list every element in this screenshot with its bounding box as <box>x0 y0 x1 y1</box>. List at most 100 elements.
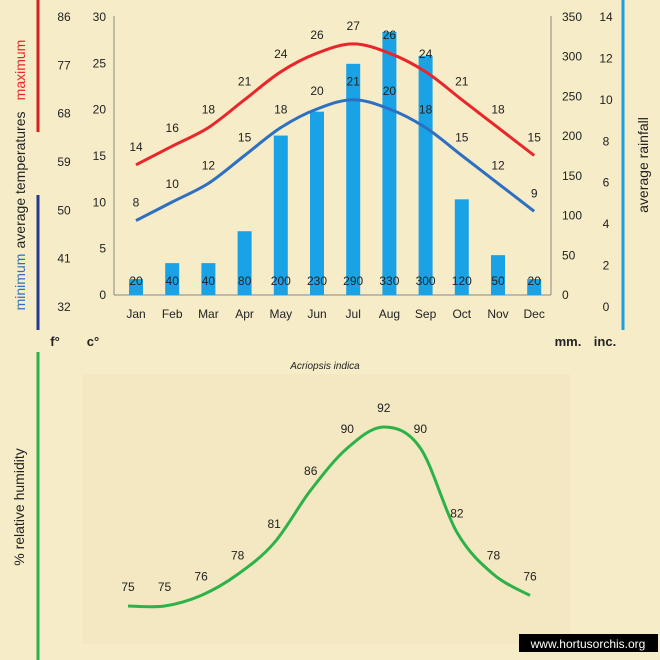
rainfall-data-label: 20 <box>528 274 542 288</box>
humidity-data-labels: 75 75 76 78 81 86 90 92 90 82 78 76 <box>121 401 537 594</box>
rainfall-data-label: 80 <box>238 274 252 288</box>
mm-tick-label: 350 <box>562 10 582 24</box>
rainfall-data-label: 330 <box>379 274 399 288</box>
minimum-data-labels: 8 10 12 15 18 20 21 20 18 15 12 9 <box>133 75 538 210</box>
rainfall-data-label: 50 <box>491 274 505 288</box>
inches-tick-label: 12 <box>599 51 613 65</box>
rainfall-data-label: 300 <box>416 274 436 288</box>
humidity-data-label: 75 <box>158 580 172 594</box>
month-tick-label: Mar <box>198 307 219 321</box>
maximum-data-label: 18 <box>491 103 505 117</box>
maximum-data-label: 27 <box>347 19 361 33</box>
humidity-data-label: 82 <box>450 506 464 520</box>
rainfall-bar <box>273 135 288 295</box>
rainfall-data-label: 200 <box>271 274 291 288</box>
minimum-data-label: 12 <box>491 158 505 172</box>
month-tick-label: Aug <box>379 307 400 321</box>
month-tick-label: Nov <box>487 307 508 321</box>
month-tick-label: Feb <box>162 307 183 321</box>
maximum-data-label: 26 <box>310 28 324 42</box>
fahrenheit-tick-labels: 86 77 68 59 50 41 32 <box>57 10 71 314</box>
watermark: www.hortusorchis.org <box>530 637 646 651</box>
month-tick-label: Jun <box>307 307 326 321</box>
month-tick-label: Jan <box>126 307 145 321</box>
celsius-tick-label: 5 <box>99 242 106 256</box>
celsius-tick-label: 20 <box>93 103 107 117</box>
temperature-rainfall-chart: maximum average temperatures minimum ave… <box>12 0 651 349</box>
fahrenheit-tick-label: 50 <box>57 203 71 217</box>
celsius-tick-label: 30 <box>93 10 107 24</box>
inches-tick-label: 2 <box>603 259 610 273</box>
minimum-data-label: 15 <box>238 131 252 145</box>
humidity-axis-label: % relative humidity <box>11 448 27 566</box>
fahrenheit-unit-label: f° <box>50 334 60 349</box>
fahrenheit-tick-label: 32 <box>57 300 71 314</box>
rainfall-data-label: 40 <box>202 274 216 288</box>
rainfall-bar <box>346 63 361 296</box>
inches-tick-label: 4 <box>603 217 610 231</box>
minimum-label: minimum <box>12 254 28 311</box>
humidity-plot-panel <box>82 374 570 644</box>
humidity-data-label: 76 <box>194 569 208 583</box>
maximum-data-label: 21 <box>455 75 469 89</box>
minimum-data-label: 8 <box>133 196 140 210</box>
inches-tick-label: 8 <box>603 134 610 148</box>
maximum-data-label: 18 <box>202 103 216 117</box>
rainfall-data-label: 120 <box>452 274 472 288</box>
rainfall-bars <box>129 31 542 296</box>
minimum-data-label: 18 <box>419 103 433 117</box>
inches-tick-label: 14 <box>599 10 613 24</box>
rainfall-bar <box>382 31 397 295</box>
minimum-data-label: 21 <box>347 75 361 89</box>
minimum-temperature-line <box>135 98 536 222</box>
month-tick-label: May <box>269 307 292 321</box>
minimum-data-label: 18 <box>274 103 288 117</box>
inches-tick-labels: 14 12 10 8 6 4 2 0 <box>599 10 613 314</box>
month-tick-label: Apr <box>235 307 254 321</box>
rainfall-data-label: 20 <box>129 274 143 288</box>
humidity-data-label: 90 <box>341 422 355 436</box>
rainfall-bar <box>237 231 252 295</box>
mm-tick-label: 50 <box>562 248 576 262</box>
humidity-data-label: 86 <box>304 464 318 478</box>
rainfall-bar <box>454 199 469 295</box>
minimum-data-label: 20 <box>383 84 397 98</box>
minimum-data-label: 20 <box>310 84 324 98</box>
humidity-data-label: 81 <box>268 517 282 531</box>
rainfall-bar <box>201 263 216 295</box>
humidity-line <box>127 425 531 609</box>
month-tick-label: Oct <box>452 307 471 321</box>
humidity-data-label: 76 <box>523 569 537 583</box>
mm-tick-label: 250 <box>562 89 582 103</box>
inches-tick-label: 10 <box>599 93 613 107</box>
rainfall-bar <box>129 279 143 295</box>
maximum-label: maximum <box>12 40 28 101</box>
month-tick-label: Dec <box>524 307 545 321</box>
rainfall-data-label: 230 <box>307 274 327 288</box>
maximum-data-label: 21 <box>238 75 252 89</box>
mm-tick-label: 100 <box>562 209 582 223</box>
month-tick-label: Jul <box>346 307 361 321</box>
average-rainfall-label: average rainfall <box>635 117 651 213</box>
inches-tick-label: 0 <box>603 300 610 314</box>
fahrenheit-tick-label: 86 <box>57 10 71 24</box>
rainfall-bar <box>418 55 433 295</box>
minimum-data-label: 9 <box>531 186 538 200</box>
minimum-data-label: 15 <box>455 131 469 145</box>
maximum-data-label: 24 <box>419 47 433 61</box>
rainfall-bar <box>310 111 324 296</box>
minimum-data-label: 12 <box>202 158 216 172</box>
inches-tick-label: 6 <box>603 176 610 190</box>
celsius-tick-labels: 30 25 20 15 10 5 0 <box>93 10 107 302</box>
maximum-data-label: 26 <box>383 28 397 42</box>
mm-unit-label: mm. <box>555 334 582 349</box>
celsius-tick-label: 0 <box>99 288 106 302</box>
rainfall-data-label: 40 <box>166 274 180 288</box>
fahrenheit-tick-label: 77 <box>57 58 71 72</box>
mm-tick-labels: 350 300 250 200 150 100 50 0 <box>562 10 582 302</box>
humidity-chart: % relative humidity Acriopsis indica 75 7… <box>11 352 570 660</box>
celsius-tick-label: 25 <box>93 56 107 70</box>
maximum-data-label: 24 <box>274 47 288 61</box>
fahrenheit-tick-label: 59 <box>57 155 71 169</box>
